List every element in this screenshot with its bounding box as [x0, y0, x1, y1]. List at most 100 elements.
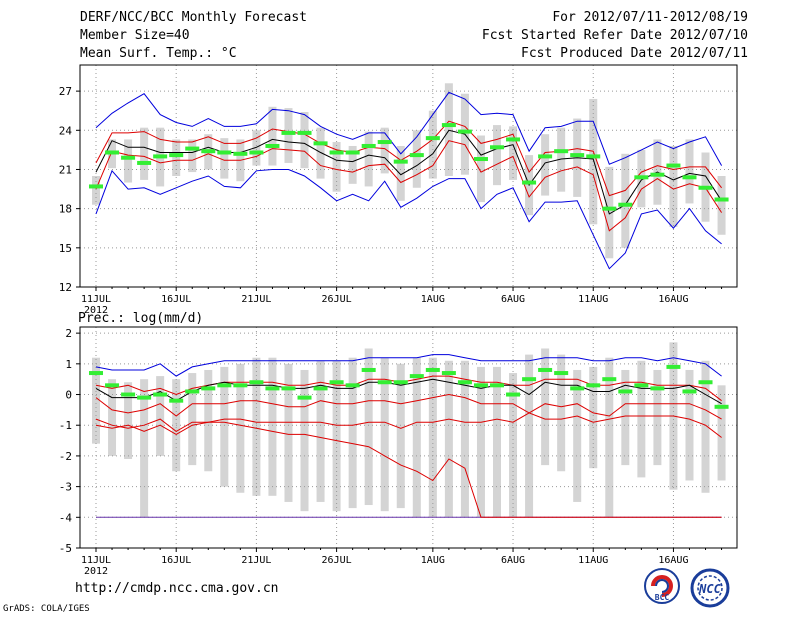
prec-xtick-label: 21JUL: [241, 555, 271, 566]
temp-xtick-label: 11JUL: [81, 294, 111, 305]
prec-mean-mark: [425, 367, 440, 372]
prec-line-p10: [95, 421, 722, 518]
prec-mean-mark: [329, 380, 344, 385]
temp-line-lower: [95, 140, 723, 232]
temp-spread-box: [140, 127, 149, 180]
prec-line-median: [95, 378, 722, 405]
prec-spread-box: [108, 379, 117, 456]
temp-mean-mark: [393, 159, 408, 164]
temp-frame: [79, 64, 738, 288]
temp-spread-box: [348, 145, 357, 184]
temp-spread-box: [284, 108, 293, 163]
prec-frame: [79, 326, 738, 549]
temp-xtick-label: 16AUG: [658, 294, 688, 305]
prec-line-upper: [95, 375, 722, 402]
prec-spread-box: [605, 357, 614, 518]
temp-spread-box: [412, 130, 421, 188]
temp-line-upper: [95, 120, 722, 197]
prec-xtick-label: 11AUG: [578, 555, 608, 566]
temp-spread-box: [444, 83, 453, 176]
prec-mean-mark: [682, 389, 697, 394]
prec-mean-mark: [586, 383, 601, 388]
temp-mean-mark: [185, 146, 200, 151]
prec-line-p20: [95, 412, 722, 438]
prec-mean-mark: [650, 386, 665, 391]
temp-mean-mark: [425, 136, 440, 141]
prec-mean-mark: [473, 383, 488, 388]
temp-mean-mark: [538, 154, 553, 159]
prec-spread-box: [140, 379, 149, 518]
prec-xtick-label: 11JUL: [81, 555, 111, 566]
prec-spread-box: [621, 369, 630, 466]
temp-mean-mark: [650, 172, 665, 177]
temp-mean-mark: [281, 130, 296, 135]
temp-line-min: [95, 169, 722, 270]
bcc-logo-text: BCC: [655, 593, 670, 602]
temp-mean-mark: [217, 150, 232, 155]
prec-ytick-label: -4: [59, 511, 73, 524]
prec-mean-mark: [153, 392, 168, 397]
forecast-period: For 2012/07/11-2012/08/19: [552, 10, 748, 25]
temp-spread-box: [493, 125, 501, 186]
temp-spread-box: [252, 130, 261, 166]
temp-mean-mark: [554, 149, 569, 154]
prec-spread-box: [476, 366, 485, 518]
prec-mean-mark: [377, 380, 392, 385]
prec-spread-box: [236, 363, 245, 493]
temp-mean-mark: [153, 154, 168, 159]
prec-ytick-label: -5: [59, 542, 72, 555]
temp-spread-box: [316, 127, 325, 179]
temp-spread-box: [476, 135, 485, 203]
temp-spread-box: [332, 142, 341, 192]
prec-spread-box: [220, 366, 229, 487]
temp-mean-mark: [522, 180, 537, 185]
temp-mean-mark: [570, 153, 585, 158]
temp-ytick-label: 15: [59, 242, 72, 255]
prec-mean-mark: [233, 383, 248, 388]
prec-mean-mark: [634, 383, 649, 388]
prec-spread-box: [589, 366, 598, 469]
temp-xtick-label: 21JUL: [241, 294, 271, 305]
temp-mean-mark: [490, 145, 504, 150]
temp-mean-mark: [618, 202, 633, 207]
prec-ytick-label: -1: [59, 419, 72, 432]
temp-ytick-label: 12: [59, 281, 72, 294]
temp-spread-box: [364, 131, 373, 187]
prec-mean-mark: [538, 367, 553, 372]
prec-xtick-label: 16AUG: [658, 555, 688, 566]
temp-spread-box: [396, 145, 405, 201]
temp-spread-box: [268, 106, 277, 166]
grads-credit: GrADS: COLA/IGES: [3, 604, 90, 614]
prec-spread-box: [493, 366, 501, 518]
bcc-logo: BCC: [644, 568, 680, 604]
prec-spread-box: [685, 369, 694, 481]
temp-year-label: 2012: [84, 305, 108, 316]
temp-mean-mark: [441, 123, 456, 128]
prec-spread-box: [364, 348, 373, 506]
temp-ytick-label: 18: [59, 203, 72, 216]
source-url[interactable]: http://cmdp.ncc.cma.gov.cn: [75, 581, 279, 596]
prec-spread-box: [380, 357, 389, 512]
temp-mean-mark: [265, 143, 280, 148]
prec-spread-box: [412, 357, 421, 518]
temp-mean-mark: [313, 141, 328, 146]
prec-spread-box: [188, 373, 197, 466]
prec-spread-box: [637, 360, 646, 478]
prec-spread-box: [509, 373, 518, 518]
temp-mean-mark: [457, 129, 472, 134]
prec-mean-mark: [345, 383, 360, 388]
prec-title: Prec.: log(mm/d): [78, 311, 203, 326]
ncc-logo: NCC: [690, 568, 730, 608]
temp-mean-mark: [169, 153, 184, 158]
member-size: Member Size=40: [80, 28, 190, 43]
prec-spread-box: [268, 357, 277, 496]
temp-mean-mark: [249, 150, 264, 155]
prec-spread-box: [444, 360, 453, 518]
prec-spread-box: [348, 357, 357, 509]
temp-mean-mark: [698, 185, 713, 190]
prec-ytick-label: -2: [59, 450, 72, 463]
temp-xtick-label: 26JUL: [322, 294, 352, 305]
header-left: DERF/NCC/BCC Monthly Forecast Member Size…: [80, 9, 307, 63]
prec-mean-mark: [265, 386, 280, 391]
prec-spread-box: [573, 369, 582, 502]
